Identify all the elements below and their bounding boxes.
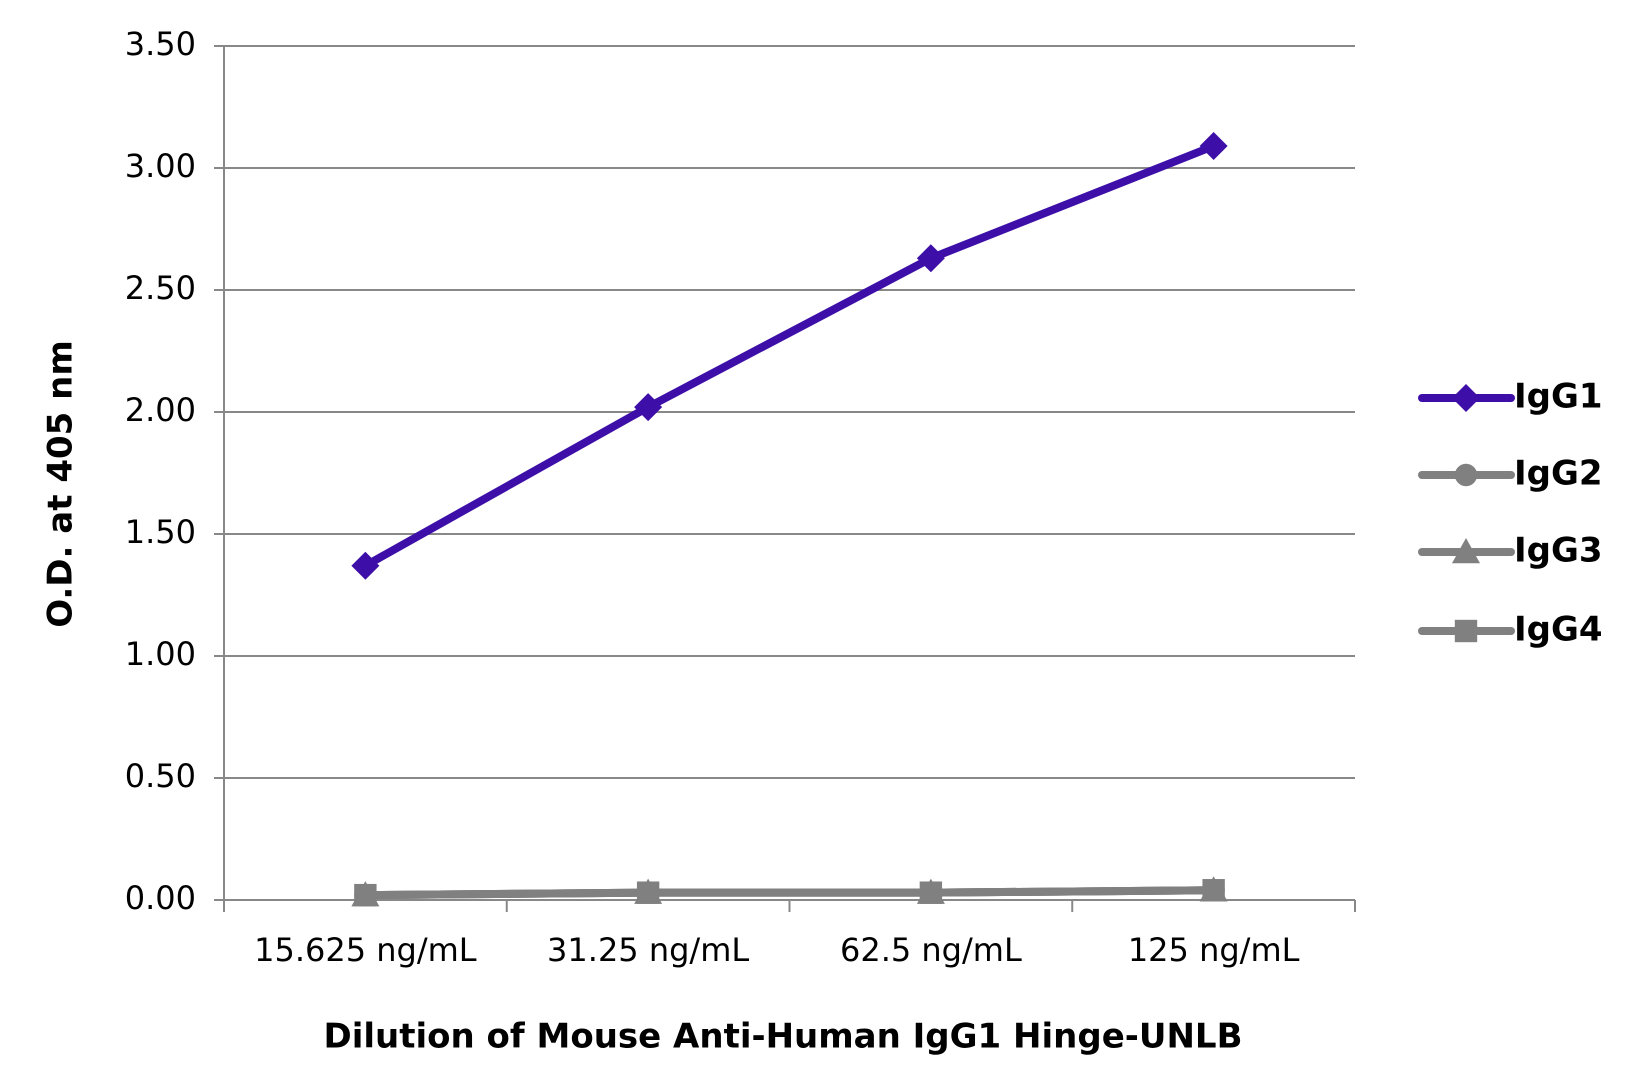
x-axis-title: Dilution of Mouse Anti-Human IgG1 Hinge-…	[323, 1017, 1242, 1057]
y-tick-label: 2.00	[125, 391, 196, 429]
data-point	[1202, 879, 1225, 902]
x-tick-label: 31.25 ng/mL	[547, 931, 749, 969]
y-tick-label: 0.50	[125, 757, 196, 795]
series-line	[363, 142, 1216, 570]
legend-marker	[1454, 463, 1478, 487]
data-point	[1199, 132, 1228, 161]
legend-label: IgG3	[1514, 531, 1603, 571]
data-point	[916, 244, 945, 273]
series-line	[365, 886, 1214, 900]
y-tick-label: 3.00	[125, 147, 196, 185]
data-point	[919, 881, 943, 904]
legend-label: IgG1	[1514, 377, 1603, 417]
data-point	[636, 881, 660, 904]
y-axis-title: O.D. at 405 nm	[41, 340, 81, 628]
x-tick-label: 125 ng/mL	[1128, 931, 1300, 969]
y-tick-label: 1.50	[125, 513, 196, 551]
legend-marker	[1454, 619, 1478, 643]
legend-marker	[1452, 384, 1480, 412]
y-tick-label: 3.50	[125, 25, 196, 63]
x-tick-label: 15.625 ng/mL	[254, 931, 477, 969]
data-point	[351, 551, 380, 580]
data-point	[634, 393, 663, 422]
legend-label: IgG4	[1514, 610, 1603, 650]
legend-marker	[1452, 538, 1480, 564]
legend-label: IgG2	[1514, 454, 1603, 494]
data-point	[354, 883, 377, 907]
y-tick-label: 0.00	[125, 879, 196, 917]
y-tick-label: 2.50	[125, 269, 196, 307]
y-tick-label: 1.00	[125, 635, 196, 673]
x-tick-label: 62.5 ng/mL	[840, 931, 1022, 969]
